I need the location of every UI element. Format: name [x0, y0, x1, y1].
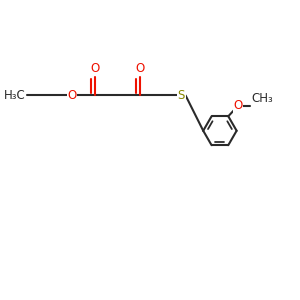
Text: O: O — [68, 89, 77, 102]
Text: CH₃: CH₃ — [252, 92, 274, 105]
Text: H₃C: H₃C — [4, 89, 26, 102]
Text: O: O — [233, 100, 242, 112]
Text: O: O — [135, 62, 144, 75]
Text: S: S — [178, 89, 185, 102]
Text: O: O — [90, 62, 99, 75]
